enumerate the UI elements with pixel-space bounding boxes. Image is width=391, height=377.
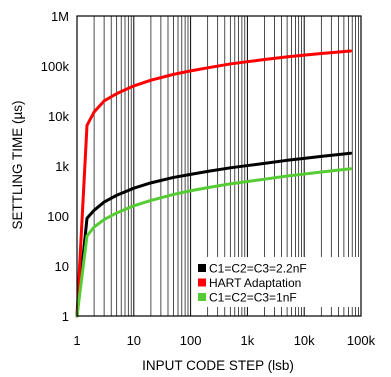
x-tick-label: 1 [73,333,80,348]
x-tick-label: 10k [294,333,315,348]
y-axis-title: SETTLING TIME (µs) [10,100,25,229]
x-tick-label: 100k [347,333,376,348]
legend-entry: HART Adaptation [209,276,301,290]
y-tick-label: 1M [51,9,69,24]
x-tick-label: 100 [180,333,202,348]
y-tick-label: 1k [55,159,69,174]
x-tick-label: 10 [127,333,141,348]
y-tick-label: 10 [55,259,69,274]
series-line-c1-c2-c3-2-2nf [75,151,353,318]
series-lines [75,49,353,318]
y-tick-label: 1 [62,309,69,324]
legend-box [194,257,360,307]
legend-swatch [198,278,206,287]
y-tick-label: 100k [41,59,70,74]
x-axis-title: INPUT CODE STEP (lsb) [142,358,294,373]
legend-swatch [198,264,206,272]
y-tick-label: 100 [47,209,69,224]
x-tick-label: 1k [241,333,255,348]
plot-frame [76,15,362,317]
series-line-hart-adaptation [75,49,353,318]
legend-swatch [198,293,206,301]
legend-entry: C1=C2=C3=2.2nF [209,262,307,276]
legend-entry: C1=C2=C3=1nF [209,291,297,305]
series-line-c1-c2-c3-1nf [75,167,353,318]
y-tick-labels: 1 10 100 1k 10k 100k 1M [41,9,70,324]
x-tick-labels: 1 10 100 1k 10k 100k [73,333,375,348]
y-tick-label: 10k [48,109,69,124]
